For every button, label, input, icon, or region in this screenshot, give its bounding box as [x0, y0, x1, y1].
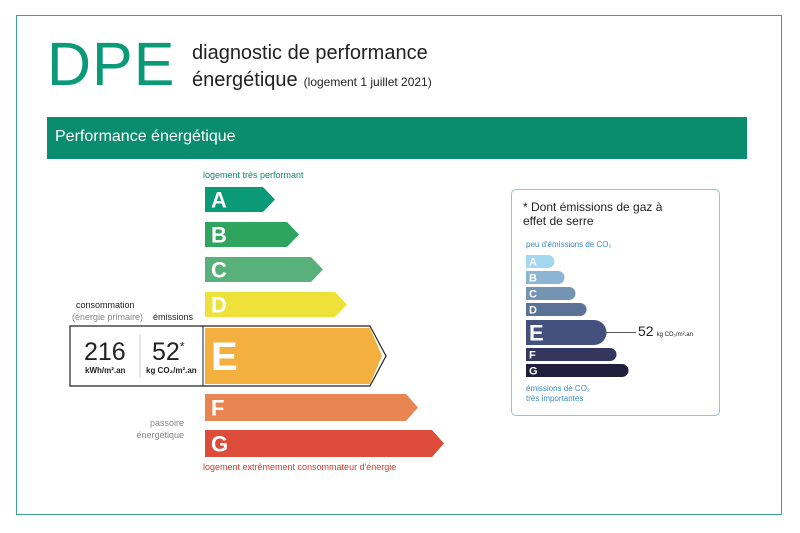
title-date: (logement 1 juillet 2021): [303, 75, 432, 89]
ges-value: 52 kg CO₂/m².an: [638, 323, 693, 339]
emissions-marker: *: [179, 339, 185, 354]
ges-top-label: peu d'émissions de CO₂: [526, 240, 612, 249]
ges-value-number: 52: [638, 323, 654, 339]
title-line2-text: énergétique: [192, 69, 298, 91]
scale-bottom-label: logement extrêmement consommateur d'éner…: [203, 462, 397, 472]
ges-value-unit: kg CO₂/m².an: [656, 332, 693, 338]
consumption-sub: (énergie primaire): [72, 312, 144, 322]
scale-top-label: logement très performant: [203, 170, 304, 180]
dpe-logo: DPE: [47, 30, 176, 98]
passoire-line1: passoire: [149, 418, 184, 428]
passoire-label: passoire énergétique: [110, 417, 184, 441]
title-line2: énergétique (logement 1 juillet 2021): [192, 69, 432, 92]
consumption-value: 216: [84, 338, 126, 366]
title-line1: diagnostic de performance: [192, 42, 428, 64]
document-frame: [16, 15, 782, 515]
ges-bottom-label: émissions de CO₂ très importantes: [526, 384, 590, 404]
section-banner: Performance énergétique: [47, 117, 747, 159]
emissions-heading: émissions: [153, 312, 194, 322]
ges-panel: [511, 189, 720, 416]
ges-bottom-line2: très importantes: [526, 394, 584, 403]
emissions-value: 52*: [152, 338, 184, 367]
ges-title: * Dont émissions de gaz à effet de serre: [523, 200, 663, 228]
banner-label: Performance énergétique: [55, 128, 236, 145]
emissions-value-number: 52: [152, 338, 180, 366]
consumption-heading: consommation: [76, 300, 135, 310]
ges-bottom-line1: émissions de CO₂: [526, 384, 591, 393]
passoire-line2: énergétique: [136, 430, 184, 440]
emissions-unit: kg CO₂/m².an: [146, 366, 197, 375]
consumption-unit: kWh/m².an: [85, 366, 126, 375]
